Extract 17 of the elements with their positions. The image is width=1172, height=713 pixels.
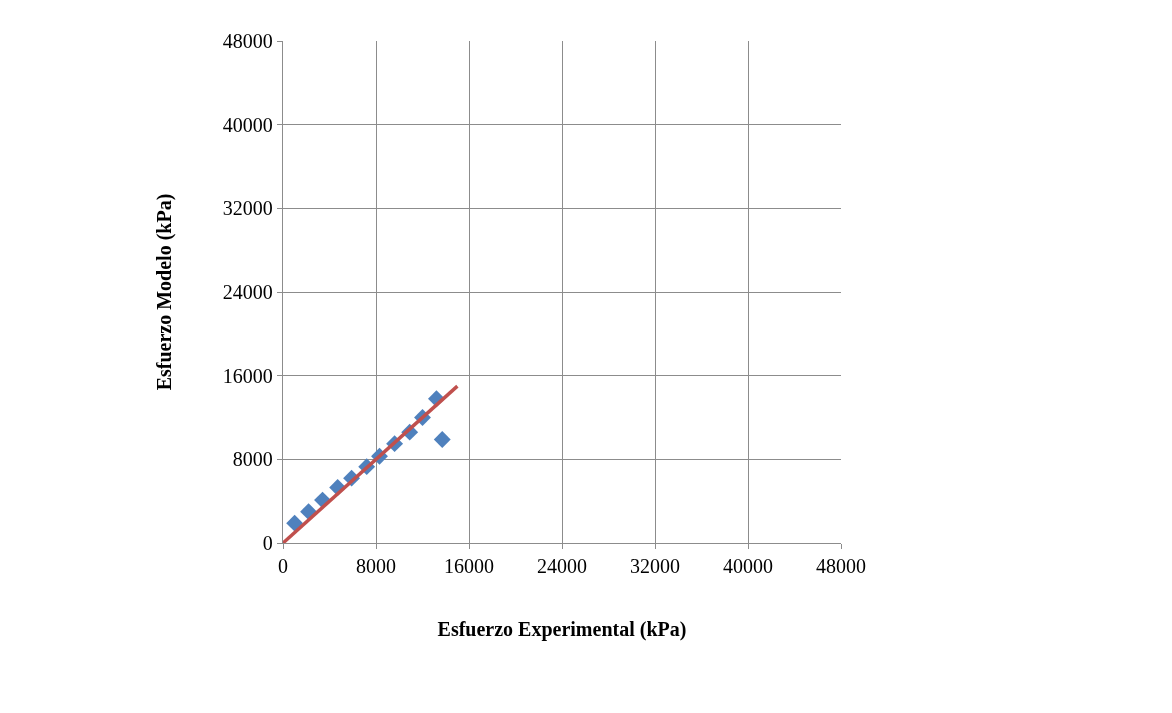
point — [433, 431, 451, 448]
y-tick-label: 24000 — [222, 281, 273, 303]
y-tick-label: 48000 — [222, 30, 273, 52]
y-tick-label: 8000 — [232, 448, 273, 471]
x-tick-label: 32000 — [630, 555, 680, 578]
y-tick-label: 32000 — [222, 197, 273, 220]
y-tick-label: 40000 — [222, 113, 273, 136]
x-tick-label: 40000 — [723, 555, 773, 578]
x-tick-label: 48000 — [816, 555, 866, 578]
y-tick-label: 16000 — [222, 364, 273, 387]
x-tick-label: 8000 — [356, 555, 396, 578]
y-tick-label: 0 — [262, 532, 273, 554]
x-axis-title: Esfuerzo Experimental (kPa) — [437, 617, 687, 641]
y-axis-title: Esfuerzo Modelo (kPa) — [153, 193, 177, 391]
x-tick-label: 0 — [278, 555, 288, 578]
x-tick-label: 24000 — [537, 555, 587, 578]
x-tick-label: 16000 — [444, 555, 494, 578]
